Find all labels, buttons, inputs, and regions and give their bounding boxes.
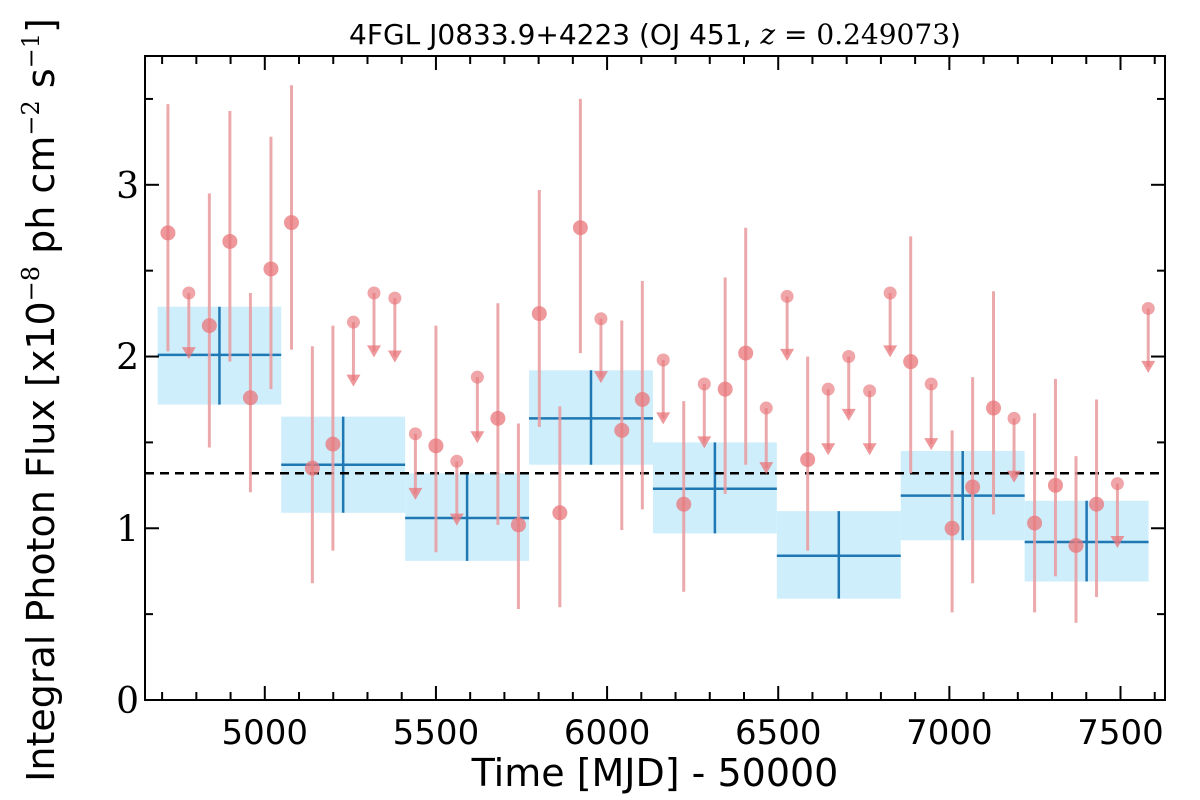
detection-point-1 <box>201 318 217 334</box>
upper-limit-arrowhead-9 <box>697 436 712 449</box>
detection-point-8 <box>428 438 444 454</box>
y-label-b: ph cm <box>19 136 63 266</box>
upper-limit-arrowhead-0 <box>181 347 196 360</box>
y-axis-label: Integral Photon Flux [x10−8 ph cm−2 s−1] <box>17 18 63 782</box>
detection-point-9 <box>490 410 506 426</box>
upper-limit-point-0 <box>182 286 196 300</box>
upper-limit-point-15 <box>883 286 897 300</box>
detection-point-25 <box>1047 477 1063 493</box>
detection-point-3 <box>242 390 258 406</box>
detection-point-20 <box>903 354 919 370</box>
y-label-exp3: −1 <box>17 33 45 68</box>
detection-point-26 <box>1068 537 1084 553</box>
upper-limit-arrowhead-4 <box>408 487 423 500</box>
upper-limit-point-16 <box>924 377 938 391</box>
upper-limit-arrowhead-5 <box>449 513 464 526</box>
upper-limit-arrowhead-2 <box>366 345 381 358</box>
title-z: z <box>759 18 775 51</box>
x-tick-label-5000: 5000 <box>222 713 309 753</box>
upper-limit-arrowhead-3 <box>387 350 402 363</box>
y-label-exp: −8 <box>17 266 45 301</box>
errorbars-layer <box>166 85 1150 623</box>
detection-point-7 <box>325 436 341 452</box>
detection-point-16 <box>676 496 692 512</box>
upper-limit-arrowhead-14 <box>862 443 877 456</box>
bins-layer <box>157 306 1149 599</box>
x-tick-label-7000: 7000 <box>906 713 993 753</box>
detection-point-23 <box>986 400 1002 416</box>
ticks-layer: 5000 5500 6000 6500 7000 7500 0 1 2 3 <box>116 56 1165 753</box>
x-tick-label-6500: 6500 <box>735 713 822 753</box>
title-suffix: ) <box>950 18 961 51</box>
y-label-a: Integral Photon Flux [x10 <box>19 301 63 782</box>
detection-point-15 <box>634 391 650 407</box>
y-tick-label-2: 2 <box>116 338 139 379</box>
detection-point-19 <box>800 452 816 468</box>
detection-point-5 <box>283 215 299 231</box>
upper-limit-point-10 <box>759 401 773 415</box>
upper-limit-point-11 <box>780 289 794 303</box>
upper-limit-point-4 <box>408 427 422 441</box>
upper-limit-arrowhead-15 <box>883 345 898 358</box>
upper-limit-arrowhead-12 <box>821 443 836 456</box>
detection-point-2 <box>222 233 238 249</box>
detection-point-18 <box>738 345 754 361</box>
detection-point-21 <box>944 520 960 536</box>
title-prefix: 4FGL J0833.9+4223 (OJ 451, <box>349 18 760 51</box>
y-tick-label-0: 0 <box>116 681 139 722</box>
detection-point-27 <box>1089 496 1105 512</box>
upper-limit-point-1 <box>346 315 360 329</box>
upper-limit-point-6 <box>470 370 484 384</box>
y-label-d: ] <box>19 18 63 33</box>
upper-limit-point-18 <box>1110 477 1124 491</box>
upper-limit-arrowhead-10 <box>759 462 774 475</box>
upper-limit-arrowhead-7 <box>593 371 608 384</box>
upper-limit-arrowhead-18 <box>1110 536 1125 549</box>
upper-limit-arrowhead-1 <box>346 374 361 387</box>
upper-limit-arrowhead-8 <box>656 412 671 425</box>
upper-limit-point-17 <box>1007 411 1021 425</box>
detection-point-14 <box>614 422 630 438</box>
detection-point-13 <box>572 220 588 236</box>
title-eq: = 0.249073 <box>775 18 950 51</box>
upper-limit-point-13 <box>842 350 856 364</box>
chart-title: 4FGL J0833.9+4223 (OJ 451, z = 0.249073) <box>349 18 961 51</box>
upper-limit-arrowhead-16 <box>924 438 939 451</box>
upper-limit-point-5 <box>450 454 464 468</box>
upper-limit-point-9 <box>697 377 711 391</box>
upper-limit-arrowhead-17 <box>1007 470 1022 483</box>
detection-point-17 <box>717 381 733 397</box>
detection-point-12 <box>552 505 568 521</box>
x-tick-label-6000: 6000 <box>564 713 651 753</box>
upper-limit-arrowhead-11 <box>780 348 795 361</box>
detection-point-6 <box>304 460 320 476</box>
upper-limit-arrowhead-13 <box>841 408 856 421</box>
x-tick-label-5500: 5500 <box>393 713 480 753</box>
points-layer <box>160 215 1156 553</box>
plot-frame <box>144 55 1166 701</box>
upper-limit-point-3 <box>388 291 402 305</box>
upper-limit-point-14 <box>863 384 877 398</box>
upper-limit-arrowhead-6 <box>470 431 485 444</box>
detection-point-11 <box>531 306 547 322</box>
y-label-exp2: −2 <box>17 100 45 135</box>
y-tick-label-3: 3 <box>116 166 139 207</box>
x-tick-label-7500: 7500 <box>1077 713 1164 753</box>
detection-point-0 <box>160 225 176 241</box>
upper-limit-arrowhead-19 <box>1141 360 1156 373</box>
detection-point-10 <box>510 517 526 533</box>
upper-limit-point-12 <box>821 382 835 396</box>
y-tick-label-1: 1 <box>116 509 139 550</box>
detection-point-22 <box>965 479 981 495</box>
detection-point-4 <box>263 261 279 277</box>
upper-limit-point-19 <box>1141 301 1155 315</box>
upper-limit-point-7 <box>594 312 608 326</box>
upper-limit-point-8 <box>656 353 670 367</box>
y-label-c: s <box>19 68 63 100</box>
x-axis-label: Time [MJD] - 50000 <box>471 751 839 795</box>
upper-limit-point-2 <box>367 286 381 300</box>
detection-point-24 <box>1027 515 1043 531</box>
